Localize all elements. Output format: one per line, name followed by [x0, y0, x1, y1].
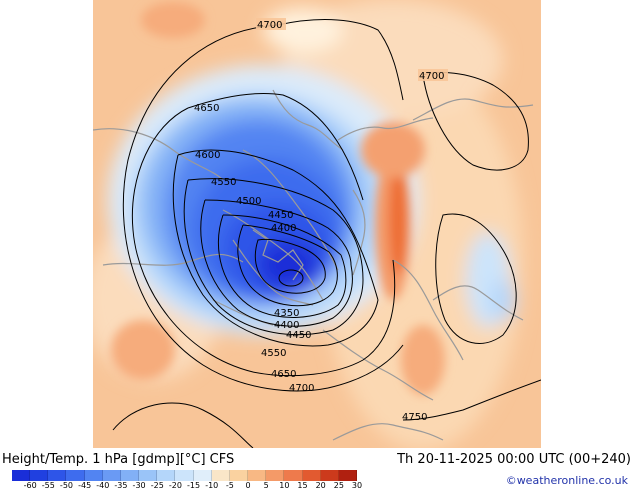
legend-swatch [302, 470, 321, 481]
color-legend [12, 470, 357, 481]
legend-swatch [30, 470, 49, 481]
legend-tick-label: 5 [263, 481, 269, 490]
legend-tick-label: -10 [205, 481, 219, 490]
coastlines [92, 89, 534, 441]
legend-tick-label: -20 [168, 481, 182, 490]
legend-tick-label: 25 [333, 481, 344, 490]
contour-labels: 4700 4700 4650 4600 4550 4500 4450 4400 … [194, 18, 448, 423]
legend-swatch [193, 470, 212, 481]
contour-label: 4600 [195, 150, 220, 161]
contour-label: 4650 [271, 369, 296, 380]
legend-swatch [139, 470, 158, 481]
legend-tick-label: -40 [96, 481, 110, 490]
legend-tick-label: -55 [41, 481, 55, 490]
valid-time: Th 20-11-2025 00:00 UTC (00+240) [397, 452, 631, 467]
legend-swatch [120, 470, 140, 481]
contour-label: 4550 [261, 348, 286, 359]
contour-label: 4750 [402, 412, 427, 423]
legend-tick-label: -50 [59, 481, 74, 490]
contour-label: 4500 [236, 196, 261, 207]
legend-swatch [248, 470, 267, 481]
legend-swatch [338, 470, 357, 481]
contour-label: 4550 [211, 177, 236, 188]
legend-tick-label: -45 [78, 481, 92, 490]
legend-tick-label: -25 [150, 481, 164, 490]
contour-label: 4400 [271, 223, 296, 234]
legend-swatch [211, 470, 230, 481]
legend-tick-label: -60 [23, 481, 37, 490]
contour-label: 4700 [257, 20, 282, 31]
legend-tick-label: 30 [351, 481, 363, 490]
contour-label: 4400 [274, 320, 299, 331]
legend-tick-label: -15 [187, 481, 201, 490]
legend-swatch [66, 470, 85, 481]
map-title: Height/Temp. 1 hPa [gdmp][°C] CFS [2, 452, 235, 467]
contour-label: 4700 [419, 71, 444, 82]
weather-map: 4700 4700 4650 4600 4550 4500 4450 4400 … [83, 0, 542, 450]
legend-swatch [284, 470, 303, 481]
legend-swatch [266, 470, 285, 481]
contour-label: 4700 [289, 383, 314, 394]
contour-label: 4450 [268, 210, 293, 221]
legend-swatch [320, 470, 339, 481]
legend-tick-label: -5 [225, 481, 234, 490]
legend-tick-label: 0 [245, 481, 251, 490]
legend-tick-label: 20 [315, 481, 326, 490]
legend-swatch [84, 470, 103, 481]
legend-swatch [48, 470, 67, 481]
legend-swatch [229, 470, 249, 481]
legend-tick-label: 10 [279, 481, 290, 490]
contour-label: 4350 [274, 308, 299, 319]
legend-tick-label: 15 [297, 481, 308, 490]
legend-swatch [175, 470, 194, 481]
credit-link[interactable]: ©weatheronline.co.uk [505, 474, 628, 487]
legend-tick-label: -30 [132, 481, 146, 490]
legend-swatch [102, 470, 121, 481]
contour-label: 4450 [286, 330, 311, 341]
legend-swatch [157, 470, 176, 481]
legend-swatch [12, 470, 31, 481]
legend-ticks: -60 -55 -50 -45 -40 -35 -30 -25 -20 -15 -10 -5 0 5 10 1… [12, 481, 362, 490]
legend-tick-label: -35 [114, 481, 128, 490]
contour-label: 4650 [194, 103, 219, 114]
height-contours [112, 19, 542, 449]
